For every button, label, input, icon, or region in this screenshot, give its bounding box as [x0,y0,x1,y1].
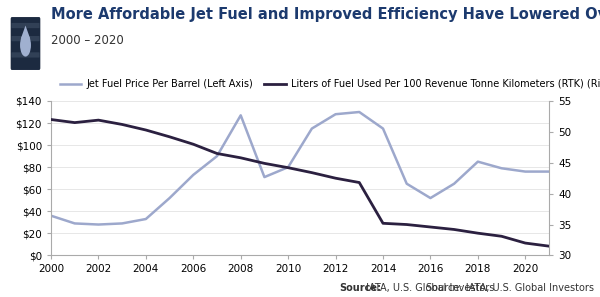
Text: Source:: Source: [339,282,381,293]
Text: More Affordable Jet Fuel and Improved Efficiency Have Lowered Overall Fuel Costs: More Affordable Jet Fuel and Improved Ef… [51,7,600,23]
Legend: Jet Fuel Price Per Barrel (Left Axis), Liters of Fuel Used Per 100 Revenue Tonne: Jet Fuel Price Per Barrel (Left Axis), L… [56,75,600,93]
FancyBboxPatch shape [11,36,40,41]
FancyBboxPatch shape [11,52,40,58]
FancyBboxPatch shape [11,23,40,28]
FancyBboxPatch shape [11,17,40,70]
Text: Source: IATA, U.S. Global Investors: Source: IATA, U.S. Global Investors [426,282,594,293]
Ellipse shape [20,34,31,57]
Polygon shape [21,26,30,39]
Text: 2000 – 2020: 2000 – 2020 [51,34,124,47]
Text: IATA, U.S. Global Investors: IATA, U.S. Global Investors [363,282,494,293]
